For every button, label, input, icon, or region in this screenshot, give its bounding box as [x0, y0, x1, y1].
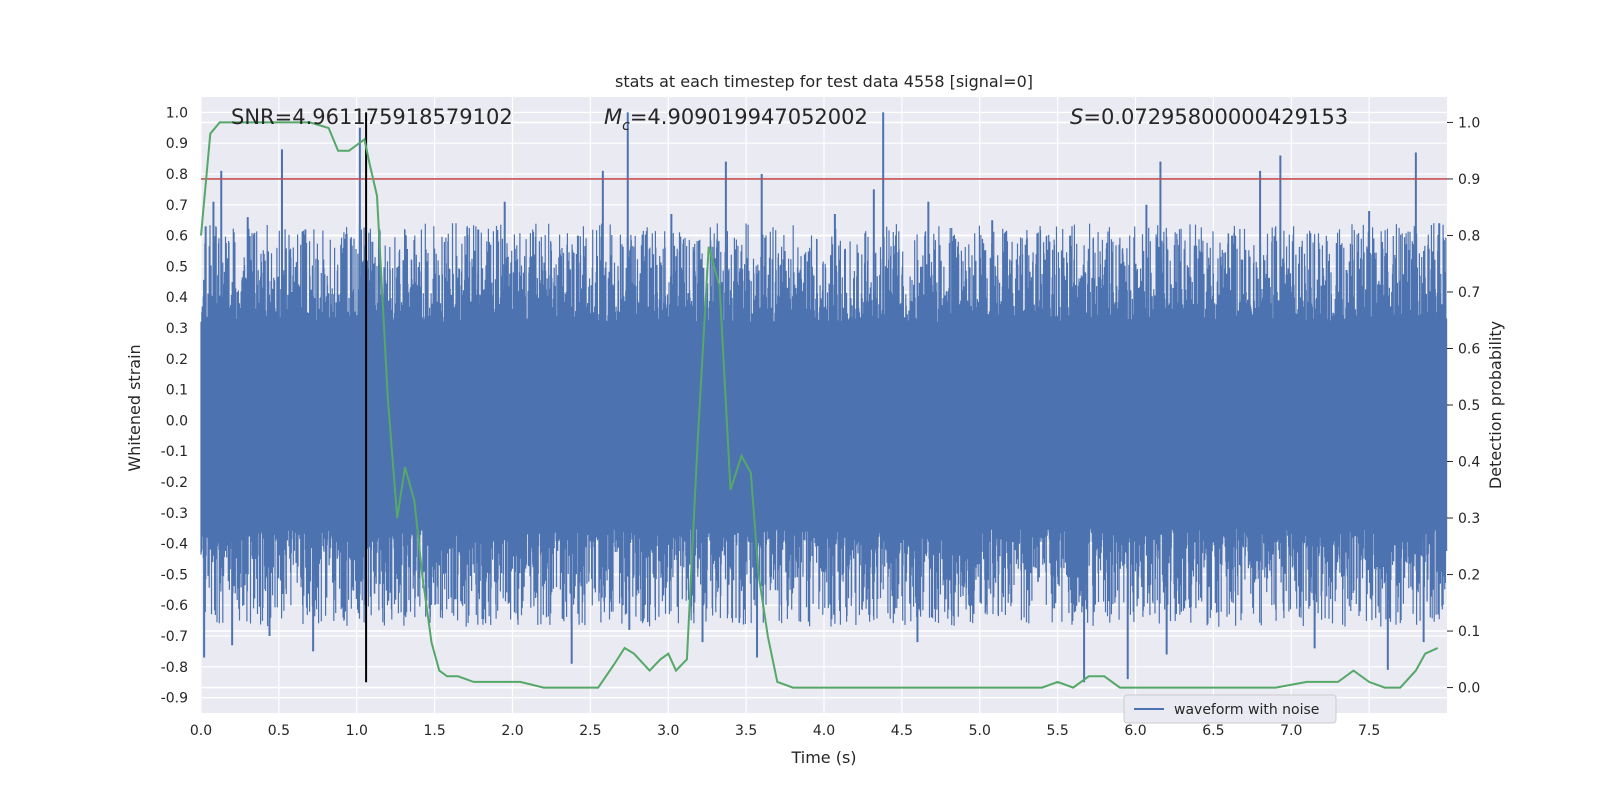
chart-title: stats at each timestep for test data 455…	[615, 72, 1033, 91]
y-left-tick-label: 0.2	[166, 352, 188, 368]
y-left-tick-label: -0.8	[161, 660, 188, 676]
legend-box	[1123, 694, 1337, 724]
y-left-tick-label: 0.1	[166, 383, 188, 399]
snr-annotation: SNR=4.961175918579102	[231, 105, 513, 129]
x-tick-label: 6.0	[1124, 723, 1146, 739]
x-tick-label: 7.5	[1358, 723, 1380, 739]
waveform-core-band	[201, 337, 1447, 513]
y-left-tick-label: -0.7	[161, 629, 188, 645]
x-tick-label: 0.5	[268, 723, 290, 739]
x-tick-label: 3.5	[735, 723, 757, 739]
y-left-tick-label: -0.3	[161, 506, 188, 522]
y-right-tick-label: 0.1	[1458, 624, 1480, 640]
y-right-tick-label: 0.5	[1458, 398, 1480, 414]
y-right-tick-label: 0.3	[1458, 511, 1480, 527]
x-tick-label: 1.0	[346, 723, 368, 739]
x-axis-label: Time (s)	[790, 748, 856, 767]
y-right-tick-label: 0.8	[1458, 228, 1480, 244]
x-tick-label: 6.5	[1202, 723, 1224, 739]
chirp-mass-annotation: Mc=4.909019947052002	[604, 105, 868, 134]
x-axis-ticks: 0.0 0.5 1.0 1.5 2.0 2.5 3.0 3.5 4.0 4.5 5.0 5.5 6.0 6…	[190, 723, 1380, 739]
y-axis-right-ticks: 1.0 0.9 0.8 0.7 0.6 0.5 0.4 0.3 0.2 0.1 0.0	[1447, 115, 1480, 697]
y-left-tick-label: -0.5	[161, 567, 188, 583]
legend-label: waveform with noise	[1174, 702, 1319, 718]
y-left-tick-label: 0.5	[166, 259, 188, 275]
x-tick-label: 1.5	[423, 723, 445, 739]
s-annotation: S=0.07295800000429153	[1070, 105, 1348, 129]
y-right-tick-label: 0.2	[1458, 568, 1480, 584]
y-left-tick-label: -0.2	[161, 475, 188, 491]
x-tick-label: 5.5	[1046, 723, 1068, 739]
y-right-tick-label: 0.7	[1458, 285, 1480, 301]
y-left-tick-label: -0.6	[161, 598, 188, 614]
x-tick-label: 2.5	[579, 723, 601, 739]
y-axis-left-ticks: 1.0 0.9 0.8 0.7 0.6 0.5 0.4 0.3 0.2 0.1 0.0 -0.1 -0.…	[161, 105, 188, 706]
y-left-tick-label: 0.9	[166, 136, 188, 152]
y-left-tick-label: -0.9	[161, 691, 188, 707]
y-right-tick-label: 0.4	[1458, 455, 1480, 471]
chirp-mass-value: =4.909019947052002	[630, 105, 868, 129]
y-right-tick-label: 0.9	[1458, 172, 1480, 188]
y-axis-right-label: Detection probability	[1486, 321, 1505, 489]
chirp-mass-subscript: c	[622, 118, 630, 134]
y-right-tick-label: 0.0	[1458, 681, 1480, 697]
x-tick-label: 4.5	[891, 723, 913, 739]
x-tick-label: 7.0	[1280, 723, 1302, 739]
y-left-tick-label: 0.4	[166, 290, 188, 306]
x-tick-label: 5.0	[969, 723, 991, 739]
chirp-mass-symbol: M	[604, 105, 622, 129]
x-tick-label: 0.0	[190, 723, 212, 739]
y-left-tick-label: 0.8	[166, 167, 188, 183]
y-left-tick-label: -0.1	[161, 444, 188, 460]
y-left-tick-label: 0.0	[166, 413, 188, 429]
y-left-tick-label: -0.4	[161, 537, 188, 553]
x-tick-label: 4.0	[813, 723, 835, 739]
x-tick-label: 3.0	[657, 723, 679, 739]
y-axis-left-label: Whitened strain	[125, 344, 144, 471]
y-right-tick-label: 1.0	[1458, 115, 1480, 131]
y-left-tick-label: 0.3	[166, 321, 188, 337]
s-symbol: S	[1070, 105, 1083, 129]
y-right-tick-label: 0.6	[1458, 341, 1480, 357]
y-left-tick-label: 0.6	[166, 229, 188, 245]
legend: waveform with noise	[1123, 694, 1337, 724]
y-left-tick-label: 0.7	[166, 198, 188, 214]
y-left-tick-label: 1.0	[166, 105, 188, 121]
s-value: =0.07295800000429153	[1083, 105, 1348, 129]
x-tick-label: 2.0	[501, 723, 523, 739]
detection-probability-line	[200, 121, 1439, 689]
